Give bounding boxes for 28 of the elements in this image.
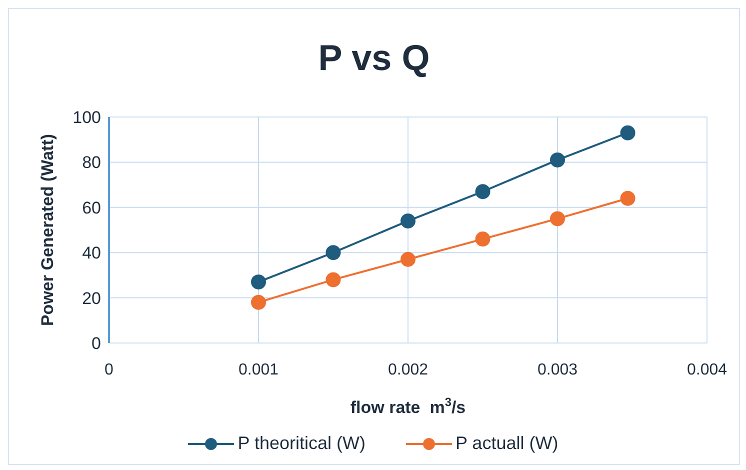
x-tick-label: 0.001 [238,361,279,378]
point [326,245,341,260]
y-axis-title: Power Generated (Watt) [38,134,57,326]
chart-title: P vs Q [317,37,431,79]
point [251,274,266,290]
y-tick-label: 20 [82,288,101,308]
x-tick-label: 0.004 [686,361,728,378]
x-tick-label: 0 [104,361,114,378]
y-tick-label: 80 [82,153,101,172]
y-tick-label: 60 [82,198,101,218]
point [620,125,636,140]
legend-label: P actuall (W) [456,433,558,454]
point [251,294,266,310]
x-tick-label: 0.002 [388,361,428,378]
x-tick-label: 0.003 [537,361,578,378]
point [620,190,636,206]
y-tick-label: 100 [72,108,101,128]
x-axis-title: flow rate m$^{3}$/s [350,395,466,417]
point [550,211,565,226]
point [326,272,341,288]
point [475,184,490,200]
point [550,152,565,168]
y-tick-label: 40 [82,244,101,263]
point [400,213,416,228]
legend-label: P theoritical (W) [238,433,366,454]
point [475,232,490,247]
point [400,252,416,267]
y-tick-label: 0 [92,334,101,354]
